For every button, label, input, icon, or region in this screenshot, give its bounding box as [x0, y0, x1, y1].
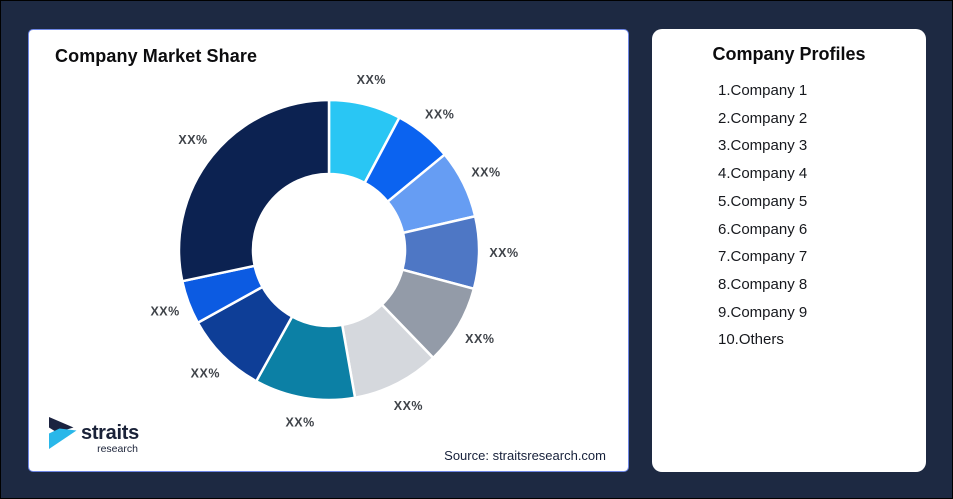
- profile-item: 10.Others: [718, 331, 784, 349]
- donut-segment-others: [177, 98, 331, 283]
- logo-subtitle: research: [97, 443, 138, 455]
- profile-item: 3.Company 3: [718, 137, 808, 155]
- profile-item: 8.Company 8: [718, 275, 808, 293]
- slice-label-company-2: XX%: [425, 108, 454, 122]
- slice-label-company-7: XX%: [285, 416, 314, 430]
- slice-label-company-8: XX%: [191, 367, 220, 381]
- slice-label-company-5: XX%: [465, 332, 494, 346]
- slice-label-others: XX%: [178, 133, 207, 147]
- chart-title: Company Market Share: [55, 46, 258, 66]
- profile-item: 4.Company 4: [718, 165, 808, 183]
- source-attribution: Source: straitsresearch.com: [444, 448, 606, 463]
- slice-label-company-3: XX%: [471, 166, 500, 180]
- company-profiles-card: Company Profiles 1.Company 1 2.Company 2 3…: [652, 29, 926, 472]
- straits-research-logo: straits research: [49, 417, 139, 455]
- profile-item: 1.Company 1: [718, 82, 808, 99]
- logo-text: straits research: [81, 423, 139, 455]
- profile-item: 7.Company 7: [718, 248, 808, 266]
- profiles-list: 1.Company 1 2.Company 2 3.Company 3 4.Compa…: [652, 77, 926, 354]
- slice-label-company-6: XX%: [394, 399, 423, 413]
- profiles-title: Company Profiles: [712, 44, 866, 64]
- profile-item: 5.Company 5: [718, 192, 808, 210]
- slice-label-company-1: XX%: [357, 73, 386, 87]
- donut-chart: XX% XX% XX% XX% XX% XX% XX% XX% XX% XX%: [150, 73, 518, 430]
- slice-label-company-9: XX%: [150, 304, 179, 318]
- logo-name: straits: [81, 422, 139, 444]
- market-share-card: Company Market Share XX% XX% XX% XX% XX% XX% X…: [28, 29, 629, 472]
- profile-item: 9.Company 9: [718, 303, 808, 321]
- profile-item: 2.Company 2: [718, 109, 808, 127]
- slice-label-company-4: XX%: [489, 246, 518, 260]
- straits-logo-icon: [49, 417, 77, 449]
- profile-item: 6.Company 6: [718, 220, 808, 238]
